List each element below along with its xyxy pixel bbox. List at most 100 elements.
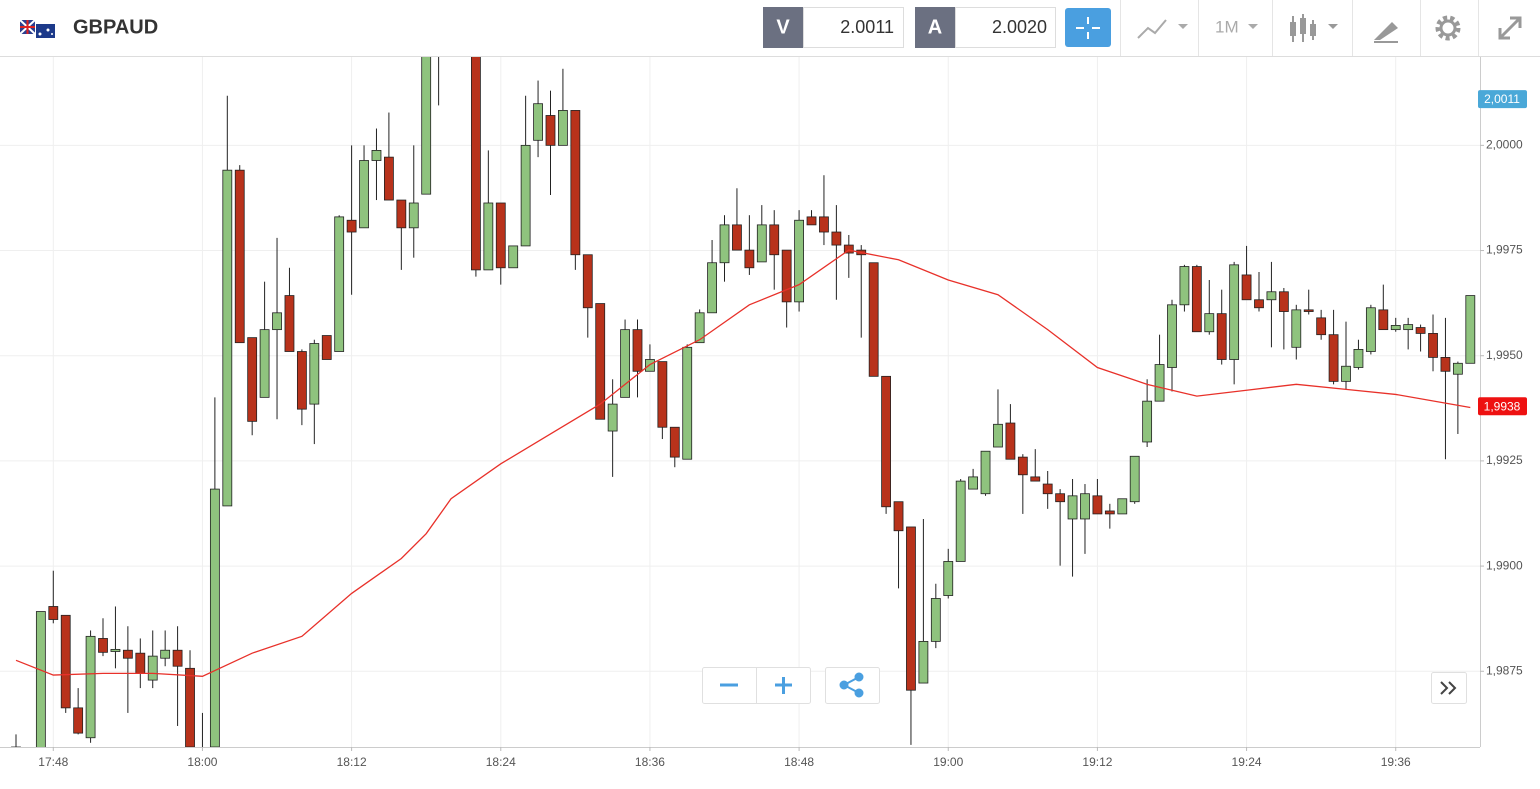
candle-body: [732, 224, 742, 251]
bid-button[interactable]: [763, 7, 803, 48]
candle-body: [993, 423, 1003, 448]
price-tag-label: 2,0011: [1484, 92, 1520, 106]
timeframe-arrow: [1248, 24, 1258, 29]
candle-body: [371, 150, 382, 161]
candle-body: [1129, 455, 1140, 503]
candle-body: [657, 361, 668, 428]
candle-body: [1415, 327, 1426, 334]
symbol: GBPAUD: [73, 16, 158, 38]
candle-body: [1241, 274, 1252, 301]
x-tick-label: 19:12: [1082, 755, 1112, 769]
chart-type-button[interactable]: [1290, 14, 1338, 42]
candle-body: [396, 199, 407, 229]
candle-body: [1341, 365, 1351, 382]
moving-average: [15, 249, 1471, 677]
candle-body: [1216, 313, 1227, 360]
candle-body: [930, 598, 941, 642]
candle-body: [172, 649, 183, 667]
candle-body: [918, 640, 929, 684]
timeframe[interactable]: 1M: [1215, 17, 1239, 36]
candle-body: [110, 648, 121, 652]
flag: [19, 19, 55, 38]
candle-body: [160, 649, 171, 659]
candle-body: [1229, 264, 1240, 360]
candle-body: [1055, 493, 1066, 503]
candle-body: [1191, 266, 1202, 333]
candle-body: [1465, 295, 1476, 364]
share-button[interactable]: [825, 667, 880, 704]
scroll-end-icon: [1440, 681, 1457, 695]
candle-body: [383, 156, 394, 201]
candle-body: [533, 103, 543, 141]
candle-body: [359, 160, 369, 229]
price-tag: [1478, 90, 1527, 109]
ask-button[interactable]: [915, 7, 955, 48]
x-tick-label: 19:00: [933, 755, 963, 769]
candle-body: [682, 346, 693, 460]
candle-body: [694, 312, 705, 344]
draw-button[interactable]: [1374, 22, 1398, 43]
crosshair-button[interactable]: [1065, 8, 1111, 47]
y-tick-label: 1,9900: [1486, 558, 1523, 572]
x-tick-label: 19:24: [1232, 755, 1262, 769]
candle-body: [35, 611, 46, 747]
candle-body: [508, 245, 519, 269]
candle-body: [60, 614, 71, 709]
candle-body: [222, 169, 233, 507]
candle-body: [607, 403, 618, 432]
settings-button[interactable]: [1435, 15, 1461, 41]
candle-body: [284, 295, 295, 352]
candle-body: [756, 224, 767, 263]
candle-body: [234, 169, 245, 344]
candle-body: [806, 216, 817, 226]
candle-body: [209, 488, 220, 747]
candle-body: [968, 476, 979, 490]
candle-body: [819, 216, 829, 233]
candle-body: [558, 110, 568, 146]
candle-body: [296, 351, 307, 410]
candle-body: [719, 224, 730, 264]
candle-body: [669, 426, 680, 458]
scroll-end-button[interactable]: [1431, 672, 1467, 704]
candle-body: [483, 202, 494, 271]
candle-body: [707, 262, 717, 314]
candle-body: [1353, 349, 1364, 368]
candle-body: [769, 224, 780, 256]
indicator-button[interactable]: [1137, 19, 1188, 39]
candle-body: [632, 329, 643, 372]
candle-body: [1403, 324, 1414, 331]
candle-body: [645, 359, 655, 372]
candle-body: [73, 707, 84, 734]
fullscreen-button[interactable]: [1498, 16, 1522, 40]
candle-body: [1005, 422, 1016, 460]
candle-body: [881, 375, 891, 508]
candle-body: [570, 110, 581, 256]
candle-body: [495, 202, 506, 269]
candle-body: [1278, 291, 1289, 312]
candle-body: [309, 343, 320, 405]
candle-body: [1142, 400, 1153, 443]
candle-body: [98, 638, 108, 653]
x-tick-label: 17:48: [38, 755, 68, 769]
candle-body: [321, 335, 332, 360]
candle-body: [85, 635, 96, 739]
candle-body: [421, 57, 432, 195]
candle-body: [1179, 266, 1190, 306]
candle-body: [1303, 309, 1314, 312]
candle-body: [1042, 483, 1053, 495]
candle-body: [545, 115, 556, 146]
candle-body: [1440, 357, 1451, 372]
candle-body: [1390, 325, 1401, 331]
candle-body: [346, 219, 357, 233]
zoom-controls: [702, 667, 1467, 704]
candle-body: [1254, 299, 1264, 309]
candle-body: [520, 144, 531, 247]
candle-body: [272, 312, 282, 331]
candle-body: [1365, 307, 1376, 352]
bid-label: V: [776, 16, 790, 38]
y-tick-label: 1,9875: [1486, 663, 1523, 677]
ask-label: A: [928, 16, 942, 38]
zoom-in[interactable]: [775, 677, 792, 694]
candle-body: [868, 262, 879, 377]
